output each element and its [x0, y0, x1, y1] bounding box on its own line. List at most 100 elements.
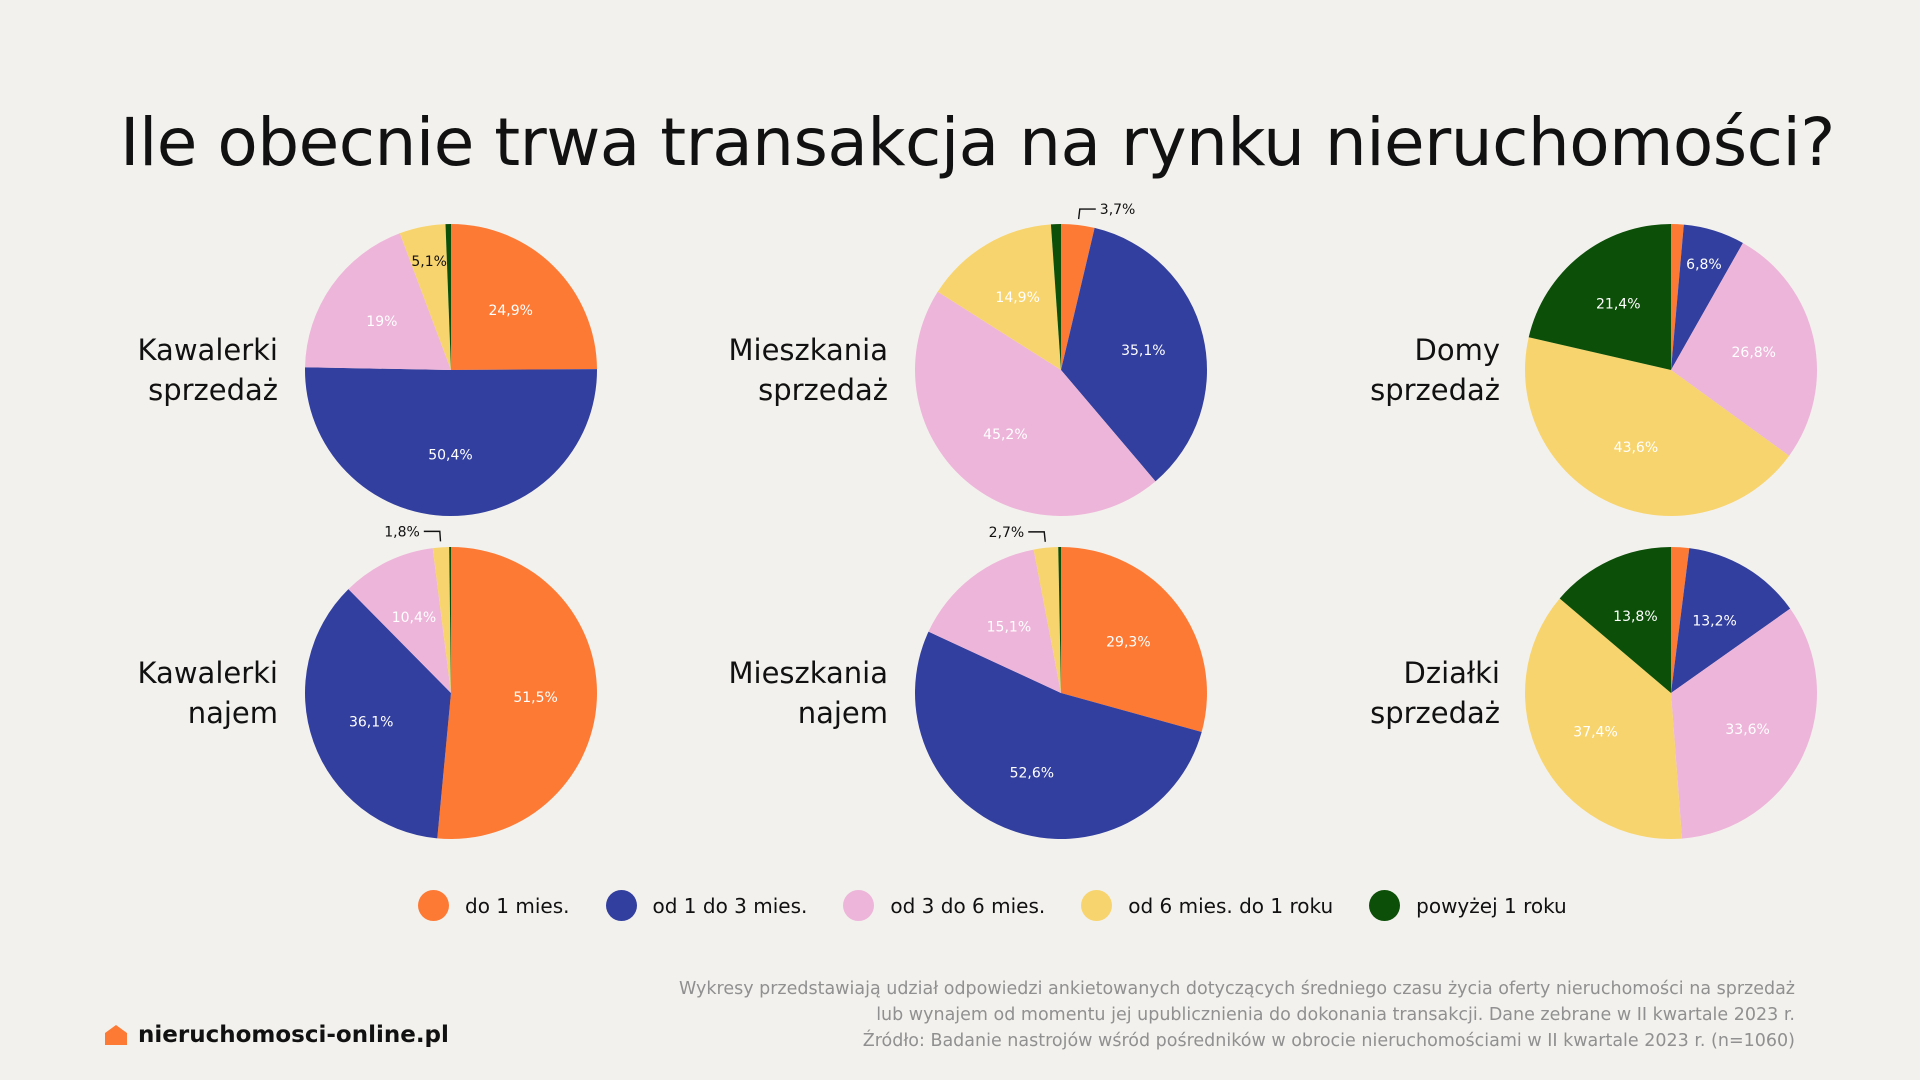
slice-label: 29,3%: [1106, 635, 1150, 651]
slice-label: 33,6%: [1725, 722, 1769, 738]
pie-chart: 29,3% 52,6% 15,1% 2,7%: [914, 525, 1207, 839]
legend-label: od 6 mies. do 1 roku: [1128, 893, 1334, 918]
pie-chart: 13,2% 33,6% 37,4% 13,8%: [1525, 547, 1817, 839]
slice-label: 14,9%: [995, 290, 1039, 306]
pie-slice-od6do12: [399, 224, 451, 370]
pie-slice-do1: [1671, 224, 1684, 370]
legend-item-od3do6: od 3 do 6 mies.: [843, 890, 1045, 921]
slice-label: 10,4%: [392, 610, 436, 626]
slice-label: 50,4%: [428, 448, 472, 464]
pie-slice-od3do6: [928, 549, 1061, 693]
slice-label: 13,8%: [1613, 609, 1657, 625]
footnote-line: Źródło: Badanie nastrojów wśród pośredni…: [862, 1031, 1795, 1051]
slice-label: 35,1%: [1121, 343, 1165, 359]
pie-slice-od3do6: [1671, 242, 1817, 456]
slice-label: 45,2%: [983, 427, 1027, 443]
pie-slice-powyzej: [1528, 224, 1671, 370]
pie-slice-od1do3: [305, 589, 451, 839]
pie-slice-powyzej: [1058, 547, 1061, 693]
brand-logo[interactable]: nieruchomosci-online.pl: [104, 1022, 449, 1048]
chart-title-line: najem: [187, 696, 278, 730]
pie-slice-od3do6: [305, 233, 451, 370]
pie-slice-od3do6: [914, 291, 1156, 516]
pie-chart: 6,8% 26,8% 43,6% 21,4%: [1525, 224, 1817, 516]
chart-title: Kawalerki sprzedaż: [68, 330, 278, 410]
slice-label: 21,4%: [1596, 297, 1640, 313]
pie-slice-od6do12: [1525, 598, 1682, 839]
pie-chart: 3,7% 35,1% 45,2% 14,9%: [914, 202, 1207, 516]
pie-slice-od1do3: [1671, 548, 1791, 693]
legend-swatch: [605, 890, 637, 921]
chart-title-line: Kawalerki: [137, 333, 278, 367]
slice-label: 37,4%: [1573, 724, 1617, 740]
pie-slice-od1do3: [1061, 227, 1207, 482]
pie-slice-powyzej: [1050, 224, 1061, 370]
brand-name: nieruchomosci-online.pl: [138, 1022, 449, 1048]
slice-label: 6,8%: [1686, 257, 1722, 273]
footnote: Wykresy przedstawiają udział odpowiedzi …: [645, 976, 1795, 1054]
legend-label: od 3 do 6 mies.: [890, 893, 1046, 918]
legend-label: do 1 mies.: [465, 893, 570, 918]
chart-title-line: Kawalerki: [137, 656, 278, 690]
page-title: Ile obecnie trwa transakcja na rynku nie…: [120, 104, 1835, 181]
chart-title-line: sprzedaż: [148, 373, 278, 407]
slice-label: 3,7%: [1100, 202, 1136, 218]
chart-title-line: sprzedaż: [1370, 696, 1500, 730]
chart-title-line: Mieszkania: [728, 333, 888, 367]
pie-slice-powyzej: [449, 547, 451, 693]
chart-title-line: Mieszkania: [728, 656, 888, 690]
pie-slice-do1: [437, 547, 597, 839]
slice-label: 2,7%: [989, 525, 1025, 541]
slice-label: 19%: [366, 314, 397, 330]
chart-title: Działki sprzedaż: [1290, 653, 1500, 733]
pie-slice-od1do3: [305, 367, 597, 516]
chart-title-line: Działki: [1403, 656, 1500, 690]
chart-title-line: najem: [797, 696, 888, 730]
chart-title-line: sprzedaż: [758, 373, 888, 407]
chart-title-line: sprzedaż: [1370, 373, 1500, 407]
pie-slice-do1: [1061, 224, 1095, 370]
pie-slice-do1: [1061, 547, 1207, 732]
house-icon: [105, 1025, 127, 1045]
chart-legend: do 1 mies. od 1 do 3 mies. od 3 do 6 mies.…: [418, 890, 1603, 921]
chart-title: Mieszkania najem: [678, 653, 888, 733]
pie-slice-od6do12: [937, 224, 1061, 370]
legend-item-do1: do 1 mies.: [418, 890, 570, 921]
legend-swatch: [1081, 890, 1113, 921]
slice-label: 13,2%: [1692, 613, 1736, 629]
legend-label: od 1 do 3 mies.: [652, 893, 808, 918]
legend-swatch: [843, 890, 875, 921]
slice-label: 52,6%: [1010, 765, 1054, 781]
legend-item-od1do3: od 1 do 3 mies.: [605, 890, 808, 921]
pie-slice-od3do6: [1671, 608, 1817, 839]
leader-line: [1028, 531, 1046, 542]
slice-label: 51,5%: [513, 690, 557, 706]
pie-chart: 24,9% 50,4% 19% 5,1%: [305, 224, 597, 516]
pie-slice-do1: [451, 224, 597, 370]
legend-item-powyzej: powyżej 1 roku: [1369, 890, 1567, 921]
slice-label: 24,9%: [488, 303, 532, 319]
chart-title-line: Domy: [1414, 333, 1501, 367]
legend-swatch: [1369, 890, 1401, 921]
legend-item-od6do12: od 6 mies. do 1 roku: [1081, 890, 1333, 921]
slice-label: 36,1%: [349, 714, 393, 730]
leader-line: [423, 530, 442, 542]
slice-label: 15,1%: [987, 619, 1031, 635]
legend-swatch: [418, 890, 449, 921]
pie-slice-od6do12: [1033, 547, 1061, 693]
chart-title: Domy sprzedaż: [1290, 330, 1500, 410]
pie-slice-powyzej: [445, 224, 451, 370]
footnote-line: Wykresy przedstawiają udział odpowiedzi …: [679, 979, 1795, 999]
slice-label: 5,1%: [411, 254, 447, 270]
leader-line: [1077, 208, 1096, 220]
pie-slice-od6do12: [1525, 337, 1790, 516]
chart-title: Kawalerki najem: [68, 653, 278, 733]
pie-slice-do1: [1671, 547, 1690, 693]
pie-slice-powyzej: [1559, 547, 1671, 693]
slice-label: 43,6%: [1614, 440, 1658, 456]
legend-label: powyżej 1 roku: [1416, 893, 1567, 918]
pie-slice-od3do6: [348, 548, 451, 693]
pie-slice-od1do3: [914, 631, 1202, 839]
slice-label: 1,8%: [384, 524, 420, 540]
slice-label: 26,8%: [1732, 345, 1776, 361]
